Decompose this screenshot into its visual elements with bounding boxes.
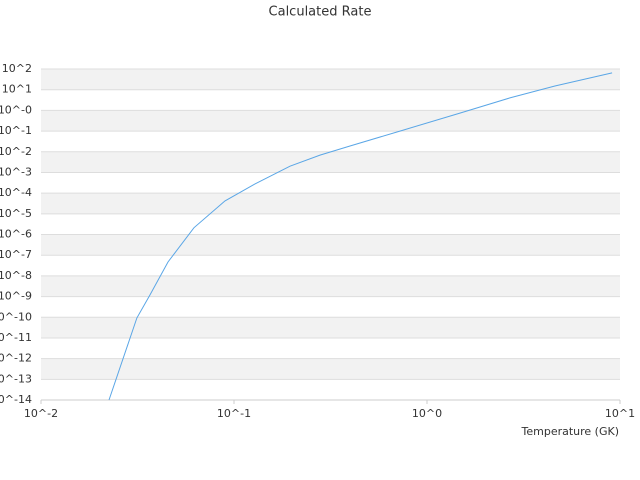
grid-band — [41, 234, 620, 256]
grid-band — [41, 110, 620, 132]
y-tick-label: 10^-9 — [0, 290, 32, 303]
y-tick-label: 10^-7 — [0, 248, 32, 261]
grid-band — [41, 193, 620, 214]
x-tick-label: 10^0 — [412, 407, 442, 420]
y-tick-label: 10^-0 — [0, 103, 32, 116]
grid-band — [41, 69, 620, 90]
y-tick-label: 10^-14 — [0, 393, 32, 406]
y-tick-label: 10^2 — [2, 62, 32, 75]
x-axis-label: Temperature (GK) — [521, 425, 620, 438]
y-tick-label: 10^-3 — [0, 165, 32, 178]
y-tick-label: 10^-2 — [0, 145, 32, 158]
x-tick-label: 10^-1 — [217, 407, 251, 420]
y-tick-label: 10^-10 — [0, 310, 32, 323]
y-tick-label: 10^-12 — [0, 352, 32, 365]
y-tick-label: 10^-5 — [0, 207, 32, 220]
y-tick-label: 10^-13 — [0, 372, 32, 385]
grid-band — [41, 275, 620, 297]
y-tick-label: 10^1 — [2, 83, 32, 96]
grid-band — [41, 317, 620, 338]
data-line — [108, 72, 613, 401]
y-tick-label: 10^-1 — [0, 124, 32, 137]
y-tick-label: 10^-6 — [0, 228, 32, 241]
chart-title: Calculated Rate — [269, 5, 372, 20]
y-tick-label: 10^-11 — [0, 331, 32, 344]
grid-band — [41, 151, 620, 173]
grid-band — [41, 358, 620, 380]
x-tick-label: 10^-2 — [24, 407, 58, 420]
x-tick-label: 10^1 — [605, 407, 635, 420]
y-tick-label: 10^-4 — [0, 186, 32, 199]
y-tick-label: 10^-8 — [0, 269, 32, 282]
